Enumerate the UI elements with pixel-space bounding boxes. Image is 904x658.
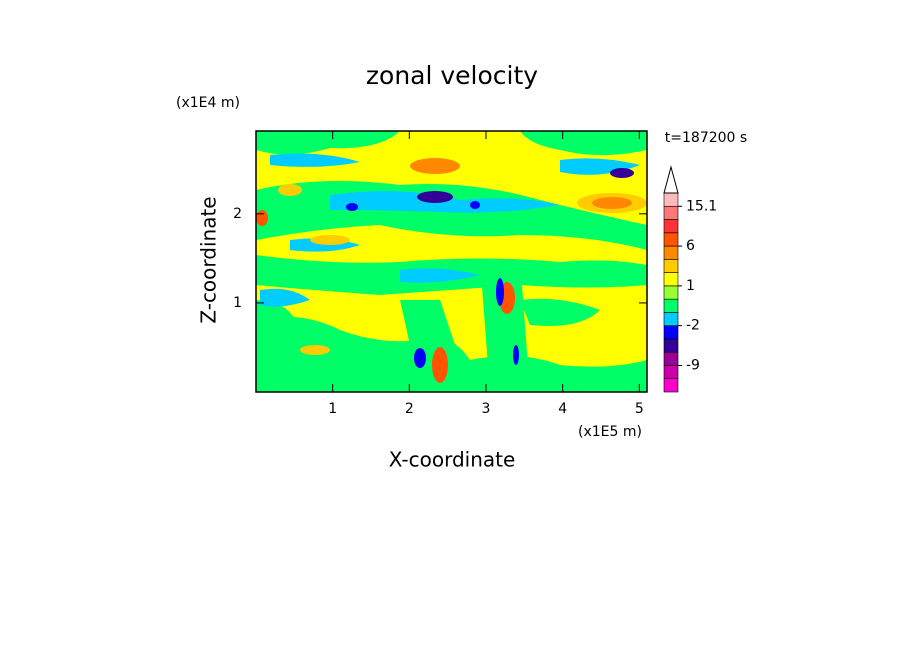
colorbar-segment [663,232,679,247]
y-unit: (x1E4 m) [176,95,240,111]
colorbar-segment [663,298,679,313]
colorbar-segment [663,205,679,220]
y-tick-label: 2 [233,206,242,222]
colorbar-segment [663,312,679,326]
colorbar-segment [663,325,679,340]
contour-field [256,131,647,392]
x-tick-label: 5 [635,401,644,417]
colorbar-segment [663,245,679,260]
colorbar-segment [663,259,679,273]
colorbar-tick-label: -9 [686,357,700,373]
plot-frame [255,130,648,393]
time-annotation: t=187200 s [665,130,747,146]
colorbar-tick-label: 1 [686,278,695,294]
x-tick-label: 2 [405,401,414,417]
colorbar-segment [663,378,679,393]
colorbar-tick-label: 15.1 [686,198,717,214]
x-tick-label: 4 [558,401,567,417]
x-unit: (x1E5 m) [578,424,642,440]
colorbar-tick-label: -2 [686,318,700,334]
colorbar-segment [663,272,679,287]
y-axis-label: Z-coordinate [197,196,221,323]
colorbar-segment [663,192,679,207]
x-axis-label: X-coordinate [389,448,516,472]
colorbar-segment [663,285,679,300]
y-tick-label: 1 [233,295,242,311]
x-tick-label: 1 [328,401,337,417]
colorbar-segment [663,219,679,234]
x-tick-label: 3 [482,401,491,417]
chart-title: zonal velocity [366,61,538,90]
colorbar-segment [663,351,679,366]
colorbar-segment [663,365,679,380]
colorbar-segment [663,338,679,353]
colorbar-tick-label: 6 [686,238,695,254]
colorbar-extend [663,165,679,194]
